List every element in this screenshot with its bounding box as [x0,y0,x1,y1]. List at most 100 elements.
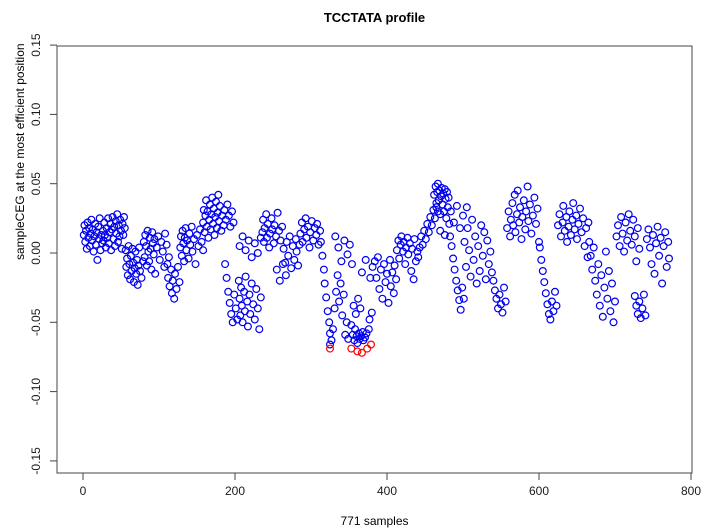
data-point [423,219,432,228]
data-point [373,253,382,262]
data-point [336,279,345,288]
data-point [386,255,395,264]
data-point [258,228,267,237]
data-point [331,232,340,241]
data-point [356,304,365,313]
data-point [320,279,329,288]
data-point [164,253,173,262]
data-point [466,272,475,281]
data-point [530,193,539,202]
data-point [155,255,164,264]
data-point [506,232,515,241]
data-point [381,278,390,287]
data-point [162,240,171,249]
data-point [265,243,274,252]
data-point [579,214,588,223]
data-point [522,207,531,216]
data-point [238,232,247,241]
data-point [270,221,279,230]
data-point [630,292,639,301]
data-point [149,250,158,259]
y-tick-label: 0.10 [29,102,43,126]
data-point [443,188,452,197]
data-point [449,254,458,263]
data-point [278,222,287,231]
data-point [642,235,651,244]
data-point [627,240,636,249]
data-point [191,260,200,269]
data-point [287,264,296,273]
data-point [272,265,281,274]
data-point [449,218,458,227]
data-point [459,294,468,303]
data-point [380,260,389,269]
data-point [472,279,481,288]
data-point [647,260,656,269]
data-point [241,272,250,281]
data-point [572,235,581,244]
data-point [624,210,633,219]
data-point [528,211,537,220]
data-point [236,311,245,320]
data-point [469,255,478,264]
data-point [199,206,208,215]
data-point [446,232,455,241]
data-point [167,265,176,274]
data-point [550,287,559,296]
data-point [629,215,638,224]
data-point [357,268,366,277]
data-point [486,247,495,256]
data-point [318,251,327,260]
data-point [504,207,513,216]
data-point [490,286,499,295]
data-point [142,261,151,270]
data-point [339,290,348,299]
data-point [362,329,371,338]
data-point [445,219,454,228]
data-point [658,279,667,288]
data-point [243,322,252,331]
data-point [661,228,670,237]
y-tick-label: 0.15 [29,33,43,57]
data-point [546,315,555,324]
data-point [228,207,237,216]
data-point [354,294,363,303]
data-point [603,294,612,303]
data-point [172,285,181,294]
data-point [221,260,230,269]
data-point [337,257,346,266]
data-point [247,253,256,262]
y-tick-label: -0.05 [29,308,43,336]
data-point [597,271,606,280]
data-point [626,226,635,235]
data-point [474,242,483,251]
highlighted-data-point [367,340,376,349]
data-point [527,229,536,238]
data-point [460,237,469,246]
data-point [556,232,565,241]
data-point [440,231,449,240]
data-point [617,213,626,222]
data-point [174,262,183,271]
data-point [158,247,167,256]
data-point [262,210,271,219]
data-point [140,253,149,262]
data-point [468,215,477,224]
data-point [281,258,290,267]
data-point [281,271,290,280]
data-point [623,236,632,245]
data-point [117,244,126,253]
data-point [345,240,354,249]
data-point [214,190,223,199]
data-point [455,296,464,305]
data-point [483,236,492,245]
data-point [559,201,568,210]
data-point [598,312,607,321]
data-point [563,237,572,246]
data-point [275,276,284,285]
data-point [364,325,373,334]
data-point [326,340,335,349]
data-point [607,279,616,288]
data-point [540,278,549,287]
x-tick-label: 200 [225,484,245,498]
